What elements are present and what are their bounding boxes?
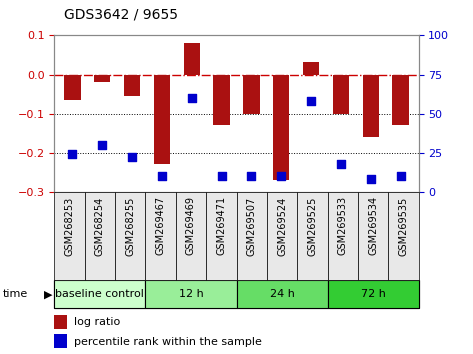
- Bar: [363, 75, 379, 137]
- Point: [307, 98, 315, 104]
- Bar: [54, 334, 67, 348]
- Bar: [243, 75, 260, 114]
- Bar: [184, 43, 200, 75]
- Bar: [393, 75, 409, 125]
- Bar: [333, 75, 349, 114]
- Bar: [297, 192, 327, 280]
- Text: ▶: ▶: [44, 289, 52, 299]
- Point: [98, 142, 106, 148]
- Text: GSM268253: GSM268253: [65, 196, 75, 256]
- Text: GSM269534: GSM269534: [368, 196, 378, 256]
- Text: GSM269524: GSM269524: [277, 196, 287, 256]
- Point: [397, 173, 404, 179]
- Text: GSM269467: GSM269467: [156, 196, 166, 256]
- Bar: [94, 75, 110, 82]
- Text: 12 h: 12 h: [179, 289, 203, 299]
- Bar: [115, 192, 146, 280]
- Point: [128, 155, 136, 160]
- Point: [248, 173, 255, 179]
- Bar: [64, 75, 80, 100]
- Bar: [85, 192, 115, 280]
- Text: GSM269535: GSM269535: [398, 196, 408, 256]
- Text: percentile rank within the sample: percentile rank within the sample: [74, 337, 263, 347]
- Bar: [176, 192, 206, 280]
- Text: GSM269525: GSM269525: [307, 196, 317, 256]
- Bar: [303, 62, 319, 75]
- Bar: [54, 192, 85, 280]
- Point: [218, 173, 225, 179]
- Text: GDS3642 / 9655: GDS3642 / 9655: [64, 7, 178, 21]
- Text: GSM269471: GSM269471: [216, 196, 226, 256]
- Bar: [358, 192, 388, 280]
- Point: [69, 152, 76, 157]
- Text: GSM269469: GSM269469: [186, 196, 196, 255]
- Bar: [327, 192, 358, 280]
- Bar: [206, 192, 236, 280]
- Text: time: time: [2, 289, 27, 299]
- Bar: [388, 192, 419, 280]
- Bar: [54, 280, 146, 308]
- Bar: [213, 75, 230, 125]
- Bar: [54, 315, 67, 329]
- Text: 24 h: 24 h: [270, 289, 295, 299]
- Bar: [146, 192, 176, 280]
- Point: [337, 161, 345, 166]
- Bar: [236, 192, 267, 280]
- Point: [158, 173, 166, 179]
- Bar: [236, 280, 327, 308]
- Bar: [267, 192, 297, 280]
- Bar: [54, 280, 419, 308]
- Bar: [124, 75, 140, 96]
- Text: GSM269507: GSM269507: [247, 196, 257, 256]
- Bar: [327, 280, 419, 308]
- Point: [188, 95, 195, 101]
- Text: log ratio: log ratio: [74, 317, 121, 327]
- Text: 72 h: 72 h: [360, 289, 385, 299]
- Text: baseline control: baseline control: [55, 289, 144, 299]
- Bar: [146, 280, 236, 308]
- Text: GSM268255: GSM268255: [125, 196, 135, 256]
- Bar: [273, 75, 289, 180]
- Text: GSM268254: GSM268254: [95, 196, 105, 256]
- Point: [367, 177, 375, 182]
- Text: GSM269533: GSM269533: [338, 196, 348, 256]
- Point: [278, 173, 285, 179]
- Bar: [154, 75, 170, 165]
